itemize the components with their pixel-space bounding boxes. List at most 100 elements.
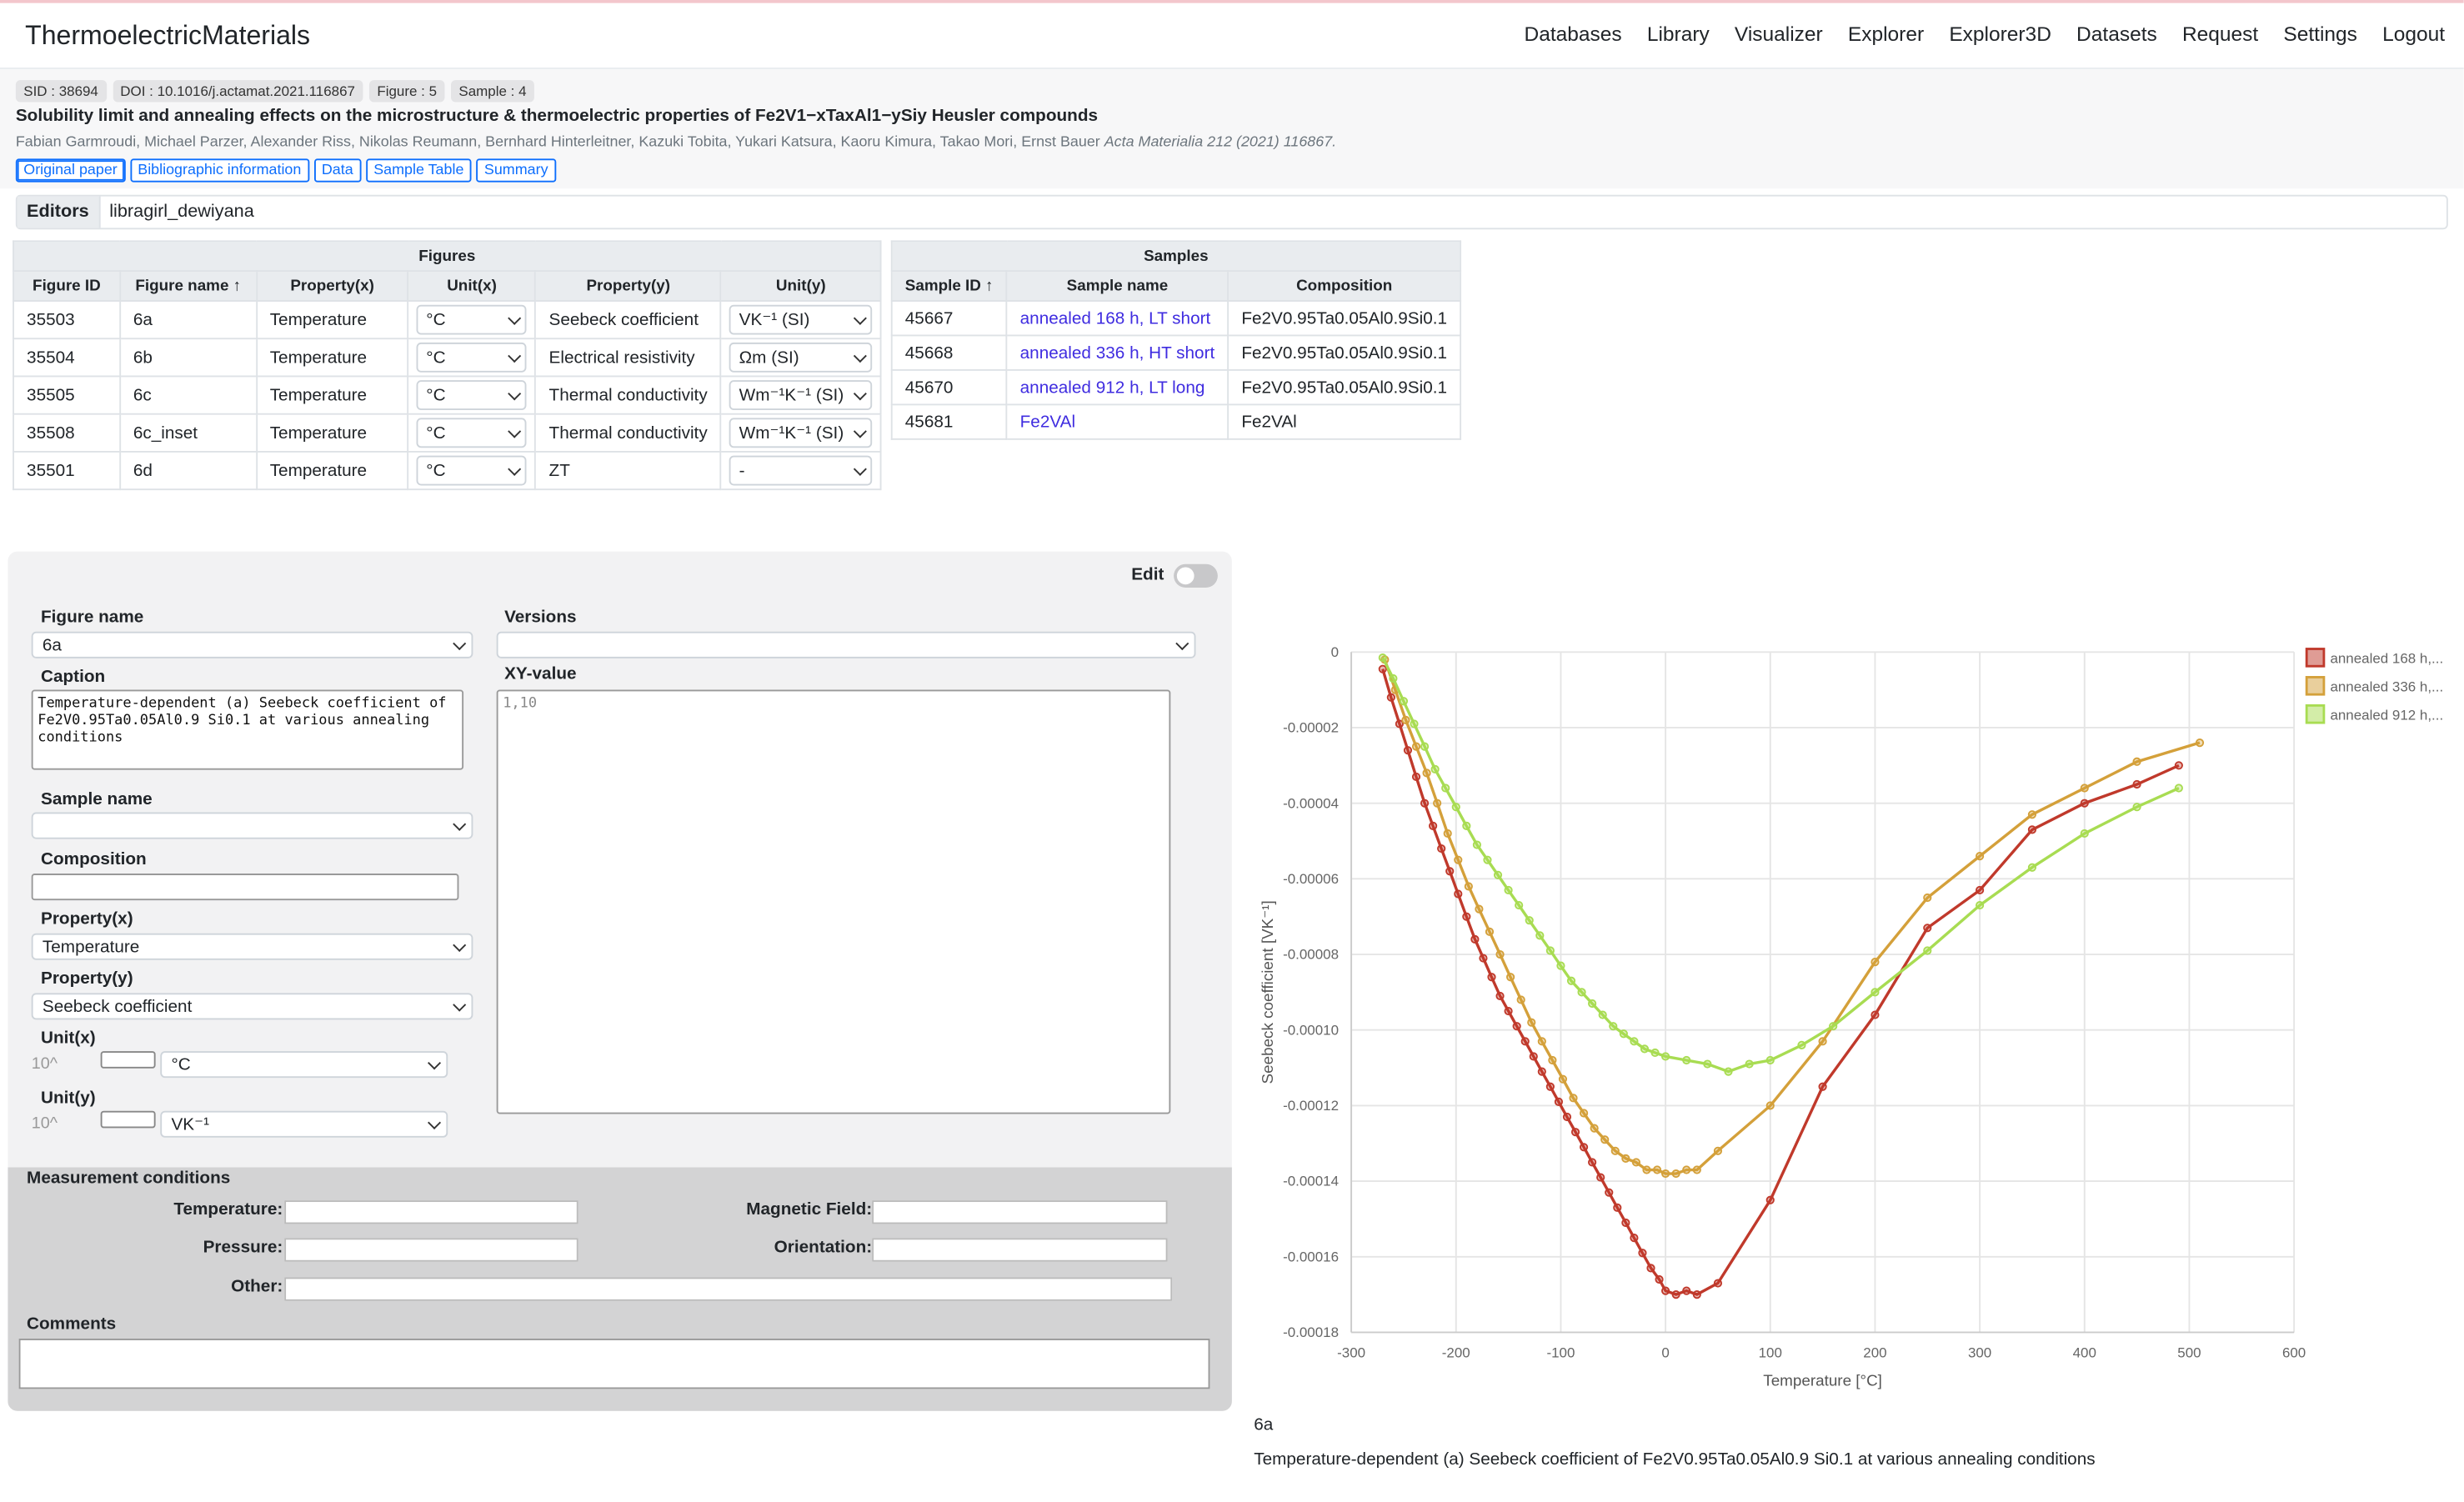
- unit-y-select[interactable]: -: [729, 455, 873, 486]
- other-input[interactable]: [284, 1277, 1173, 1301]
- legend-swatch: [2305, 648, 2326, 668]
- sample-name-label: Sample name: [41, 790, 153, 809]
- tab-sample-table[interactable]: Sample Table: [365, 158, 472, 183]
- tab-data[interactable]: Data: [313, 158, 362, 183]
- orientation-label: Orientation:: [774, 1238, 873, 1257]
- sample-name-link[interactable]: annealed 336 h, HT short: [1005, 334, 1229, 371]
- pressure-input[interactable]: [284, 1238, 578, 1262]
- figure-id-cell: 35505: [13, 375, 121, 415]
- sample-name-link[interactable]: annealed 168 h, LT short: [1005, 300, 1229, 337]
- unit-x-cell: °C: [407, 413, 537, 453]
- col-composition[interactable]: Composition: [1227, 270, 1461, 302]
- unit-x-cell: °C: [407, 338, 537, 378]
- table-row[interactable]: 45681 Fe2VAl Fe2VAl: [890, 403, 1461, 440]
- col-property-y[interactable]: Property(y): [534, 270, 722, 302]
- comments-textarea[interactable]: [18, 1339, 1210, 1389]
- data-point: [1454, 855, 1463, 864]
- data-point: [1527, 1018, 1536, 1027]
- chevron-down-icon: [508, 386, 522, 400]
- data-point: [1470, 934, 1480, 944]
- property-x-select[interactable]: Temperature: [31, 933, 473, 960]
- nav-settings[interactable]: Settings: [2283, 22, 2357, 46]
- unit-y-select[interactable]: VK⁻¹: [160, 1110, 448, 1138]
- nav-logout[interactable]: Logout: [2382, 22, 2446, 46]
- nav-datasets[interactable]: Datasets: [2076, 22, 2157, 46]
- tab-summary[interactable]: Summary: [476, 158, 556, 183]
- x-tick-label: -100: [1546, 1345, 1575, 1361]
- table-row[interactable]: 45670 annealed 912 h, LT long Fe2V0.95Ta…: [890, 368, 1461, 406]
- nav-library[interactable]: Library: [1646, 22, 1710, 46]
- data-point: [1650, 1048, 1660, 1058]
- data-point: [1765, 1101, 1775, 1110]
- tab-original-paper[interactable]: Original paper: [15, 158, 126, 183]
- legend-label: annealed 912 h,...: [2330, 707, 2443, 723]
- data-point: [1640, 1044, 1650, 1054]
- sample-name-link[interactable]: Fe2VAl: [1005, 403, 1229, 440]
- table-row[interactable]: 35504 6b Temperature °C Electrical resis…: [13, 338, 882, 378]
- col-figure-name[interactable]: Figure name ↑: [118, 270, 258, 302]
- unit-x-select[interactable]: °C: [416, 418, 528, 448]
- chevron-down-icon: [508, 348, 522, 363]
- table-row[interactable]: 35505 6c Temperature °C Thermal conducti…: [13, 375, 882, 415]
- unit-x-select[interactable]: °C: [416, 380, 528, 410]
- table-row[interactable]: 35501 6d Temperature °C ZT -: [13, 450, 882, 491]
- legend-item[interactable]: annealed 336 h,...: [2305, 676, 2443, 696]
- col-figure-id[interactable]: Figure ID: [13, 270, 121, 302]
- unit-y-power-label: 10^: [31, 1114, 58, 1134]
- nav-explorer[interactable]: Explorer: [1847, 22, 1925, 46]
- tab-bibliographic-information[interactable]: Bibliographic information: [129, 158, 309, 183]
- caption-label: Caption: [41, 668, 106, 687]
- unit-x-select[interactable]: °C: [160, 1051, 448, 1079]
- unit-x-power-input[interactable]: [100, 1051, 156, 1069]
- figure-name-select[interactable]: 6a: [31, 631, 473, 658]
- versions-select[interactable]: [496, 631, 1196, 658]
- unit-y-select[interactable]: Wm⁻¹K⁻¹ (SI): [729, 418, 873, 448]
- data-point: [1605, 1188, 1614, 1197]
- xy-value-textarea[interactable]: 1,10: [496, 689, 1171, 1114]
- table-row[interactable]: 35508 6c_inset Temperature °C Thermal co…: [13, 413, 882, 453]
- orientation-input[interactable]: [872, 1238, 1168, 1262]
- caption-textarea[interactable]: Temperature-dependent (a) Seebeck coeffi…: [31, 689, 464, 770]
- chart-legend[interactable]: annealed 168 h,... annealed 336 h,... anne…: [2305, 648, 2443, 724]
- temperature-input[interactable]: [284, 1200, 578, 1224]
- table-row[interactable]: 35503 6a Temperature °C Seebeck coeffici…: [13, 300, 882, 340]
- data-point: [1487, 973, 1496, 982]
- unit-x-select[interactable]: °C: [416, 455, 528, 486]
- composition-input[interactable]: [31, 874, 459, 901]
- property-y-select[interactable]: Seebeck coefficient: [31, 993, 473, 1020]
- data-point: [1493, 870, 1503, 879]
- col-unit-y[interactable]: Unit(y): [720, 270, 882, 302]
- nav-databases[interactable]: Databases: [1524, 22, 1622, 46]
- col-sample-name[interactable]: Sample name: [1005, 270, 1229, 302]
- edit-toggle[interactable]: [1174, 563, 1218, 588]
- nav-request[interactable]: Request: [2181, 22, 2259, 46]
- unit-y-select-value: Wm⁻¹K⁻¹ (SI): [739, 386, 844, 406]
- col-property-x[interactable]: Property(x): [255, 270, 409, 302]
- table-row[interactable]: 45668 annealed 336 h, HT short Fe2V0.95T…: [890, 334, 1461, 371]
- legend-item[interactable]: annealed 912 h,...: [2305, 703, 2443, 724]
- col-sample-id[interactable]: Sample ID ↑: [890, 270, 1008, 302]
- magnetic-field-input[interactable]: [872, 1200, 1168, 1224]
- table-row[interactable]: 45667 annealed 168 h, LT short Fe2V0.95T…: [890, 300, 1461, 337]
- nav-visualizer[interactable]: Visualizer: [1734, 22, 1823, 46]
- legend-item[interactable]: annealed 168 h,...: [2305, 648, 2443, 668]
- data-point: [1619, 1029, 1628, 1039]
- x-tick-label: 500: [2177, 1345, 2201, 1361]
- col-unit-x[interactable]: Unit(x): [407, 270, 537, 302]
- unit-y-cell: Wm⁻¹K⁻¹ (SI): [720, 375, 882, 415]
- unit-y-power-input[interactable]: [100, 1110, 156, 1129]
- data-point: [1554, 1097, 1564, 1106]
- unit-y-select[interactable]: Ωm (SI): [729, 342, 873, 373]
- sample-name-select[interactable]: [31, 812, 473, 839]
- nav-explorer3d[interactable]: Explorer3D: [1949, 22, 2051, 46]
- unit-x-select[interactable]: °C: [416, 304, 528, 335]
- data-point: [1512, 1022, 1521, 1031]
- unit-y-select[interactable]: Wm⁻¹K⁻¹ (SI): [729, 380, 873, 410]
- sample-name-link[interactable]: annealed 912 h, LT long: [1005, 368, 1229, 406]
- property-y-cell: Electrical resistivity: [534, 338, 722, 378]
- data-point: [1724, 1067, 1733, 1076]
- unit-x-select[interactable]: °C: [416, 342, 528, 373]
- brand-title[interactable]: ThermoelectricMaterials: [25, 20, 311, 51]
- unit-y-select[interactable]: VK⁻¹ (SI): [729, 304, 873, 335]
